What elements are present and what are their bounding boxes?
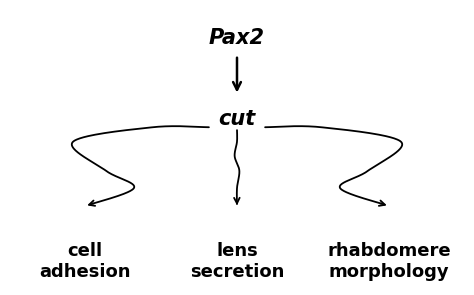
- Text: lens
secretion: lens secretion: [190, 242, 284, 281]
- Text: cell
adhesion: cell adhesion: [39, 242, 130, 281]
- Text: cut: cut: [219, 109, 255, 129]
- Text: rhabdomere
morphology: rhabdomere morphology: [328, 242, 451, 281]
- Text: Pax2: Pax2: [209, 27, 265, 47]
